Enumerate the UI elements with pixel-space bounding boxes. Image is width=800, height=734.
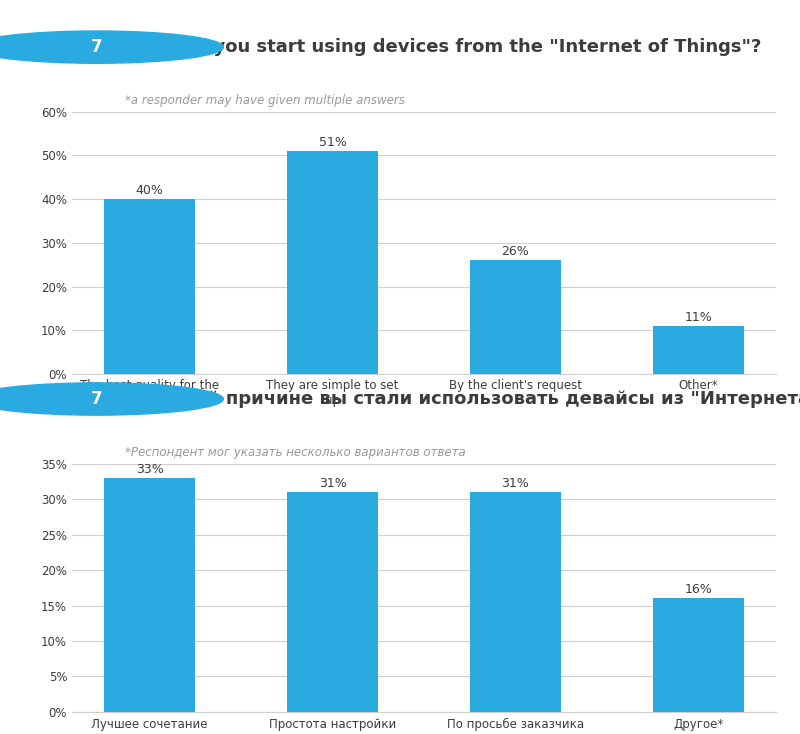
Circle shape <box>0 383 223 415</box>
Circle shape <box>0 31 223 63</box>
Bar <box>653 598 744 712</box>
Text: 7: 7 <box>91 38 102 56</box>
Bar <box>470 261 561 374</box>
Text: 11%: 11% <box>685 310 712 324</box>
Bar <box>653 326 744 374</box>
Text: 51%: 51% <box>318 136 346 149</box>
Text: 31%: 31% <box>318 477 346 490</box>
Text: 16%: 16% <box>685 584 712 597</box>
Text: 7: 7 <box>91 390 102 408</box>
Text: *a responder may have given multiple answers: *a responder may have given multiple ans… <box>125 95 405 107</box>
Text: 31%: 31% <box>502 477 530 490</box>
Bar <box>104 478 195 712</box>
Text: *Респондент мог указать несколько вариантов ответа: *Респондент мог указать несколько вариан… <box>125 446 466 459</box>
Text: 26%: 26% <box>502 245 530 258</box>
Bar <box>287 151 378 374</box>
Text: Why did you start using devices from the "Internet of Things"?: Why did you start using devices from the… <box>125 38 761 56</box>
Bar <box>470 492 561 712</box>
Text: 40%: 40% <box>136 184 164 197</box>
Text: По какой причине вы стали использовать девайсы из "Интернета вещей"?: По какой причине вы стали использовать д… <box>125 390 800 408</box>
Bar <box>104 199 195 374</box>
Bar <box>287 492 378 712</box>
Text: 33%: 33% <box>136 463 163 476</box>
